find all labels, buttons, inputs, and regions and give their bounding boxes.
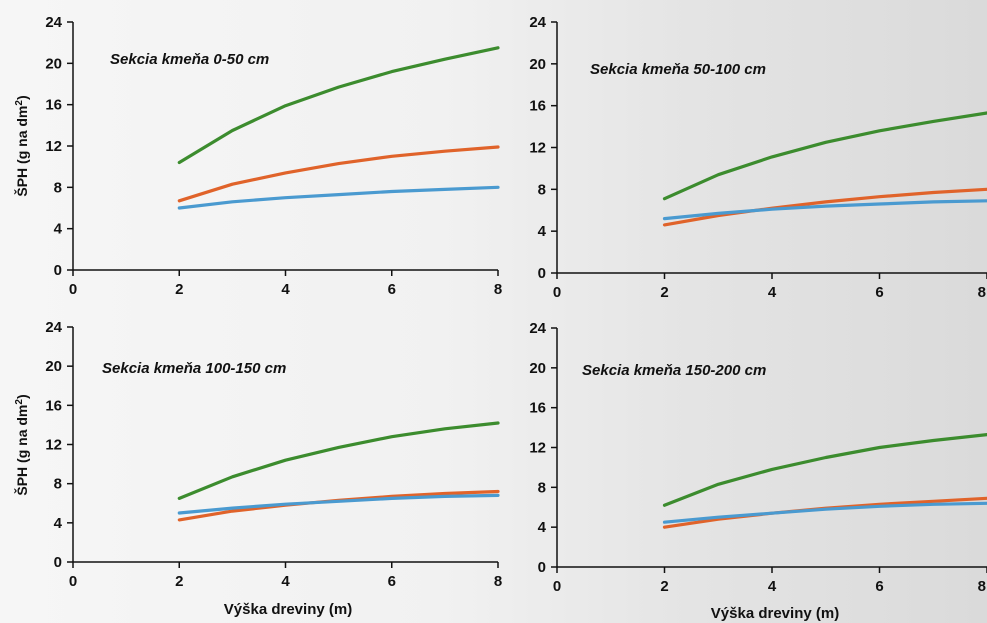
y-axis-label: ŠPH (g na dm2)	[13, 95, 30, 196]
series-line-blue	[177, 185, 500, 210]
y-tick-label: 16	[529, 98, 546, 115]
x-tick-label: 2	[660, 578, 668, 595]
series-line-orange	[177, 145, 500, 203]
y-tick-label: 24	[529, 14, 546, 31]
y-tick-label: 4	[538, 519, 547, 536]
y-tick-label: 0	[54, 262, 62, 279]
y-tick-label: 16	[45, 397, 62, 414]
panel-title: Sekcia kmeňa 0-50 cm	[110, 51, 269, 68]
y-tick-label: 0	[54, 554, 62, 571]
y-ticks: 0 4 8 12 16 20 24	[45, 319, 73, 571]
x-tick-label: 0	[553, 284, 561, 301]
y-tick-label: 12	[529, 440, 546, 457]
series-line-blue	[662, 199, 987, 221]
series-line-green	[177, 421, 500, 500]
y-ticks: 0 4 8 12 16 20 24	[529, 14, 557, 282]
panel-title: Sekcia kmeňa 150-200 cm	[582, 362, 766, 379]
series-line-green	[177, 46, 500, 165]
x-ticks: 0 2 4 6 8	[69, 562, 502, 590]
y-tick-label: 12	[45, 138, 62, 155]
y-tick-label: 20	[529, 360, 546, 377]
x-tick-label: 0	[69, 281, 77, 298]
y-tick-label: 20	[45, 55, 62, 72]
y-ticks: 0 4 8 12 16 20 24	[529, 320, 557, 576]
x-tick-label: 0	[69, 573, 77, 590]
x-ticks: 0 2 4 6 8	[553, 567, 987, 595]
series-line-orange	[662, 187, 987, 227]
x-tick-label: 4	[281, 573, 290, 590]
x-tick-label: 4	[768, 284, 777, 301]
x-axis-label: Výška dreviny (m)	[711, 605, 839, 622]
y-tick-label: 20	[45, 358, 62, 375]
x-tick-label: 6	[388, 573, 396, 590]
series-line-blue	[177, 493, 500, 515]
panel-title: Sekcia kmeňa 100-150 cm	[102, 360, 286, 377]
y-tick-label: 24	[529, 320, 546, 337]
series-group	[662, 433, 987, 529]
x-tick-label: 4	[768, 578, 777, 595]
x-tick-label: 0	[553, 578, 561, 595]
x-tick-label: 8	[494, 573, 502, 590]
y-tick-label: 16	[45, 97, 62, 114]
x-tick-label: 2	[660, 284, 668, 301]
panel-title: Sekcia kmeňa 50-100 cm	[590, 61, 766, 78]
y-tick-label: 12	[45, 437, 62, 454]
series-line-green	[662, 111, 987, 201]
series-group	[177, 421, 500, 522]
series-line-blue	[662, 501, 987, 524]
y-tick-label: 0	[538, 559, 546, 576]
x-tick-label: 8	[978, 284, 986, 301]
y-tick-label: 24	[45, 319, 62, 336]
x-tick-label: 6	[875, 284, 883, 301]
series-group	[177, 46, 500, 210]
x-tick-label: 2	[175, 281, 183, 298]
y-tick-label: 8	[54, 179, 62, 196]
series-line-green	[662, 433, 987, 507]
y-tick-label: 20	[529, 56, 546, 73]
y-tick-label: 12	[529, 140, 546, 157]
x-axis-label: Výška dreviny (m)	[224, 601, 352, 618]
y-tick-label: 4	[538, 223, 547, 240]
y-tick-label: 4	[54, 221, 63, 238]
y-tick-label: 0	[538, 265, 546, 282]
y-tick-label: 24	[45, 14, 62, 31]
y-tick-label: 4	[54, 515, 63, 532]
series-group	[662, 111, 987, 227]
x-tick-label: 8	[494, 281, 502, 298]
x-tick-label: 8	[978, 578, 986, 595]
y-ticks: 0 4 8 12 16 20 24	[45, 14, 73, 279]
x-ticks: 0 2 4 6 8	[553, 273, 987, 301]
y-axis-label: ŠPH (g na dm2)	[13, 394, 30, 495]
x-tick-label: 6	[875, 578, 883, 595]
x-tick-label: 6	[388, 281, 396, 298]
y-tick-label: 8	[54, 476, 62, 493]
y-tick-label: 8	[538, 181, 546, 198]
y-tick-label: 16	[529, 400, 546, 417]
x-tick-label: 4	[281, 281, 290, 298]
x-tick-label: 2	[175, 573, 183, 590]
x-ticks: 0 2 4 6 8	[69, 270, 502, 298]
y-tick-label: 8	[538, 479, 546, 496]
